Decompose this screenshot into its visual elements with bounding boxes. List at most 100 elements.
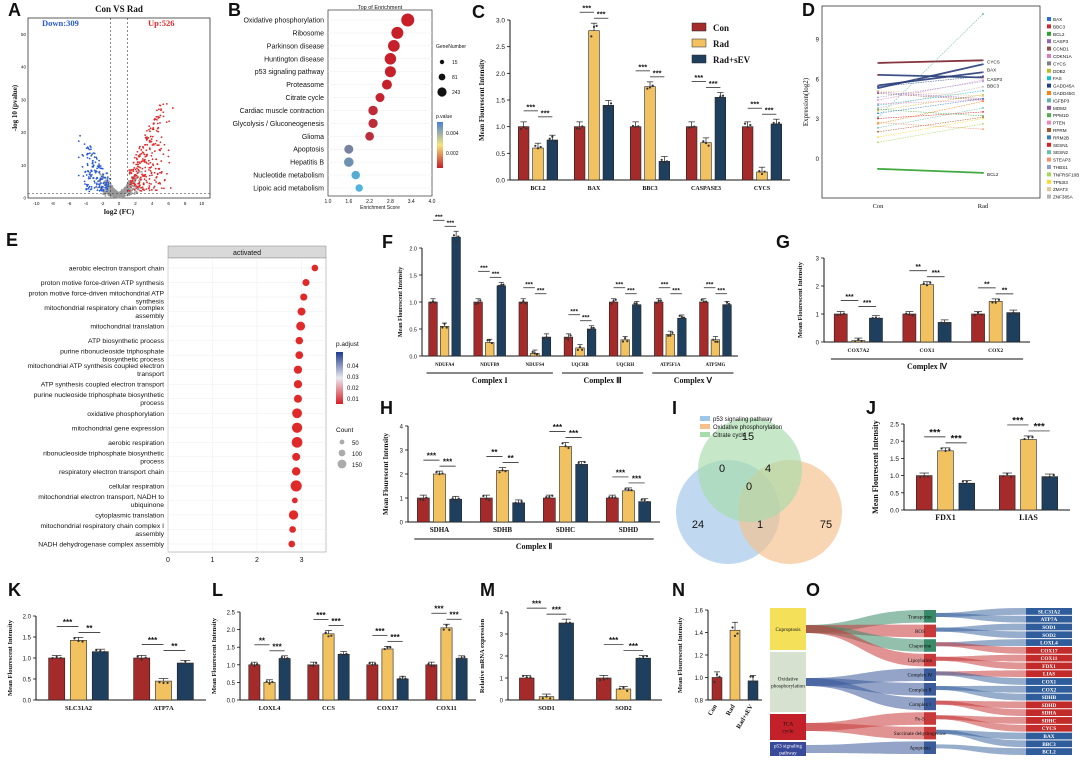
bar	[558, 622, 574, 701]
bar	[602, 105, 614, 181]
x-tick-label: 1	[211, 557, 215, 564]
data-point	[580, 465, 583, 468]
point-up	[156, 127, 159, 130]
sig-label: ***	[1012, 415, 1023, 426]
bar	[686, 126, 698, 181]
y-tick-label: 0.5	[496, 151, 505, 158]
data-point	[522, 125, 525, 129]
data-point	[514, 501, 517, 504]
gene-point	[877, 87, 879, 89]
point-ns	[104, 190, 107, 193]
facet-header-label: activated	[233, 250, 261, 257]
point-up	[155, 181, 157, 183]
point-down	[91, 153, 94, 156]
venn-legend-swatch	[700, 416, 710, 421]
point-up	[154, 142, 157, 145]
data-point	[398, 677, 401, 680]
go-dot	[295, 336, 304, 345]
data-point	[635, 302, 638, 305]
data-point	[490, 341, 493, 345]
data-point	[500, 283, 503, 287]
bar	[1041, 476, 1058, 511]
point-up	[159, 171, 161, 174]
data-point	[180, 662, 183, 665]
point-down	[79, 134, 81, 137]
point-down	[89, 177, 92, 180]
data-point	[502, 283, 505, 286]
gene-legend-swatch	[1047, 165, 1051, 169]
sig-label: ***	[582, 314, 590, 321]
data-point	[529, 676, 532, 679]
data-point	[162, 681, 165, 685]
point-up	[132, 170, 135, 173]
bar	[559, 446, 572, 523]
point-ns	[111, 194, 114, 197]
data-point	[716, 99, 719, 102]
venn-count: 75	[820, 519, 832, 531]
venn-diagram: p53 signaling pathway Oxidative phosphory…	[676, 416, 842, 564]
sankey-right-label: COX2	[1042, 687, 1057, 693]
point-up	[147, 168, 150, 171]
sankey-right-label: LOXL4	[1040, 641, 1058, 647]
gene-point	[877, 96, 879, 99]
y-tick-label: 0.0	[496, 178, 505, 185]
data-point	[519, 127, 523, 131]
point-down	[77, 174, 80, 177]
term-label: Ribosome	[292, 30, 324, 37]
sankey-right-node	[1026, 639, 1072, 646]
sankey-flow	[936, 715, 1026, 732]
bar	[999, 475, 1016, 511]
data-point	[457, 497, 460, 500]
go-dot	[292, 408, 302, 419]
point-up	[145, 162, 148, 164]
data-point	[707, 144, 710, 147]
gene-legend-swatch	[1047, 17, 1051, 21]
sig-label: **	[984, 281, 990, 288]
point-up	[151, 174, 153, 177]
point-down	[87, 183, 89, 186]
sig-label: ***	[629, 642, 639, 651]
point-ns	[122, 190, 125, 193]
sankey-mid-node	[924, 741, 936, 754]
bar	[480, 497, 493, 523]
x-tick-label: 2	[255, 557, 259, 564]
data-point	[860, 339, 863, 343]
point-down	[96, 167, 98, 170]
term-label: biosynthetic process	[102, 357, 164, 364]
data-point	[646, 87, 649, 90]
gene-line	[877, 99, 984, 105]
sig-label: ***	[616, 281, 624, 288]
y-tick-label: 1.0	[890, 473, 899, 480]
data-point	[448, 628, 451, 631]
x-tick-label: -8	[51, 201, 55, 206]
x-tick-label: COX17	[377, 705, 399, 712]
data-point	[1006, 472, 1009, 476]
point-down	[91, 161, 94, 164]
data-point	[95, 649, 98, 652]
term-label: Proteasome	[286, 82, 324, 89]
size-legend-dot	[437, 87, 447, 97]
point-up	[127, 189, 130, 192]
data-point	[687, 126, 691, 129]
data-point	[522, 300, 525, 303]
data-point	[700, 298, 703, 301]
term-label: proton motive force-driven ATP synthesis	[41, 280, 165, 287]
gene-legend-label: GADD45G	[1053, 91, 1075, 96]
bar	[622, 490, 635, 523]
sankey-mid-node	[924, 610, 936, 623]
data-point	[144, 656, 147, 659]
point-up	[140, 160, 143, 163]
gene-legend-label: DDB2	[1053, 69, 1066, 74]
point-down	[97, 180, 100, 183]
y-axis-title: Mean Flourescent Intensity	[871, 420, 880, 514]
gene-point	[982, 93, 984, 96]
x-tick-label: 10	[199, 201, 205, 206]
panel-letter-O: O	[806, 580, 820, 600]
point-up	[150, 188, 153, 191]
sankey-right-node	[1026, 717, 1072, 724]
data-point	[590, 35, 593, 38]
point-ns	[115, 194, 118, 196]
sankey-mid-node	[924, 639, 936, 652]
point-up	[140, 186, 143, 189]
x-tick-label: 4.0	[429, 199, 436, 205]
